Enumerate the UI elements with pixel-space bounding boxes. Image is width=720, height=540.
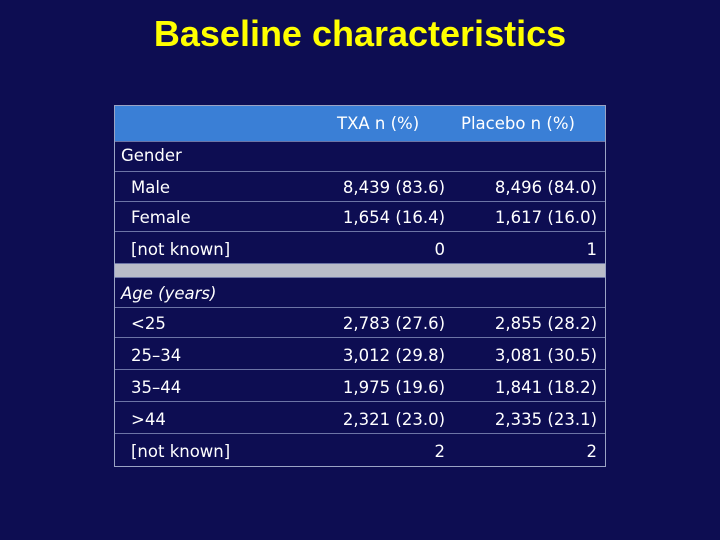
txa-value: 2,783 (27.6) bbox=[342, 314, 445, 333]
txa-value: 8,439 (83.6) bbox=[342, 178, 445, 197]
slide-title: Baseline characteristics bbox=[153, 13, 567, 54]
row-label: [not known] bbox=[131, 442, 231, 461]
table-row: [not known] 0 1 bbox=[115, 232, 605, 264]
placebo-value: 2,855 (28.2) bbox=[494, 314, 597, 333]
placebo-value: 2 bbox=[586, 442, 598, 461]
placebo-value: 1 bbox=[586, 240, 598, 259]
section-heading-label: Age (years) bbox=[121, 284, 217, 303]
txa-value: 1,975 (19.6) bbox=[342, 378, 445, 397]
table-row: Male 8,439 (83.6) 8,496 (84.0) bbox=[115, 172, 605, 202]
section-heading-gender: Gender bbox=[115, 142, 605, 172]
table-row: 35–44 1,975 (19.6) 1,841 (18.2) bbox=[115, 370, 605, 402]
row-label: Female bbox=[131, 208, 191, 227]
section-divider bbox=[115, 264, 605, 278]
txa-value: 1,654 (16.4) bbox=[342, 208, 445, 227]
table-row: <25 2,783 (27.6) 2,855 (28.2) bbox=[115, 308, 605, 338]
txa-value: 3,012 (29.8) bbox=[342, 346, 445, 365]
placebo-value: 3,081 (30.5) bbox=[494, 346, 597, 365]
section-heading-label: Gender bbox=[121, 146, 182, 165]
table-row: 25–34 3,012 (29.8) 3,081 (30.5) bbox=[115, 338, 605, 370]
table-row: >44 2,321 (23.0) 2,335 (23.1) bbox=[115, 402, 605, 434]
row-label: >44 bbox=[131, 410, 166, 429]
row-label: 25–34 bbox=[131, 346, 182, 365]
section-heading-age: Age (years) bbox=[115, 278, 605, 308]
txa-value: 2,321 (23.0) bbox=[342, 410, 445, 429]
row-label: Male bbox=[131, 178, 171, 197]
row-label: [not known] bbox=[131, 240, 231, 259]
row-label: <25 bbox=[131, 314, 166, 333]
column-header-placebo: Placebo n (%) bbox=[461, 114, 575, 133]
placebo-value: 1,841 (18.2) bbox=[494, 378, 597, 397]
placebo-value: 2,335 (23.1) bbox=[494, 410, 597, 429]
txa-value: 0 bbox=[434, 240, 446, 259]
placebo-value: 1,617 (16.0) bbox=[494, 208, 597, 227]
txa-value: 2 bbox=[434, 442, 446, 461]
table-row: [not known] 2 2 bbox=[115, 434, 605, 466]
table-row: Female 1,654 (16.4) 1,617 (16.0) bbox=[115, 202, 605, 232]
column-header-txa: TXA n (%) bbox=[337, 114, 420, 133]
baseline-table: TXA n (%) Placebo n (%) Gender Male 8,43… bbox=[114, 105, 606, 467]
table-header-row: TXA n (%) Placebo n (%) bbox=[115, 106, 605, 142]
row-label: 35–44 bbox=[131, 378, 182, 397]
placebo-value: 8,496 (84.0) bbox=[494, 178, 597, 197]
